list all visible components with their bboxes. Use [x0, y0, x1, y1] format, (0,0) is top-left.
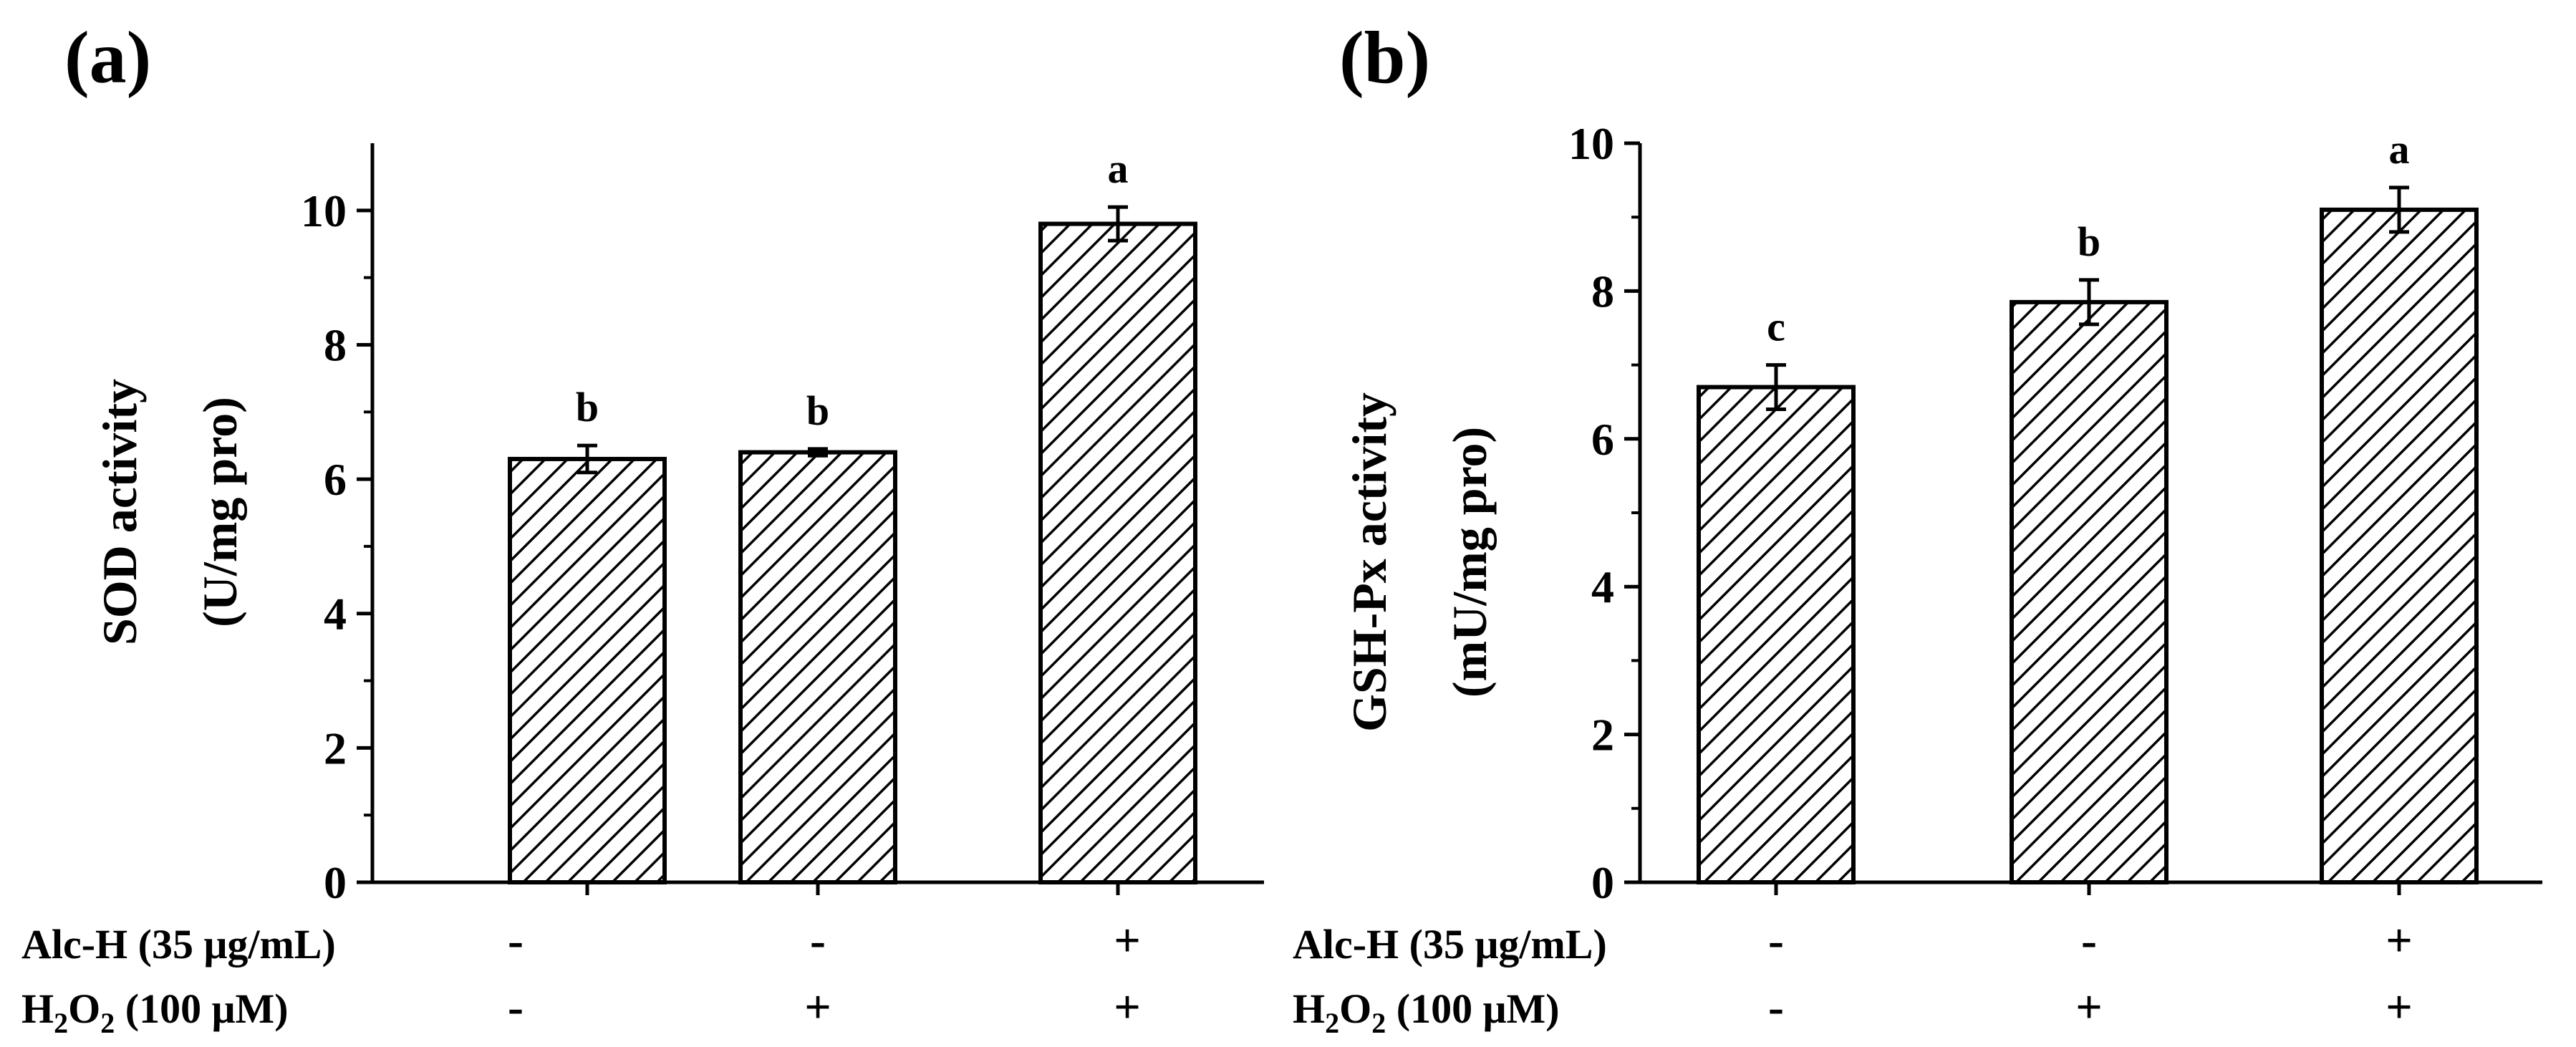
panel-a-alc-sign-3: +	[1114, 915, 1141, 967]
panel-a-h2o2-row-label: H2O2 (100 μM)	[21, 985, 289, 1039]
panel-a-significance-3: a	[1108, 145, 1129, 192]
panel-b-bar-2	[2010, 299, 2169, 884]
panel-b-chart: (b) GSH-Px activity (mU/mg pro) 0 2 4 6 8 10 c…	[1339, 16, 2542, 908]
panel-b-alc-sign-1: -	[1768, 915, 1784, 967]
panel-a-chart: (a) SOD activity (U/mg pro) 0 2 4 6 8 10 b b a	[64, 16, 1264, 908]
panel-b-h2o2-sign-2: +	[2075, 981, 2103, 1033]
panel-b-h2o2-sign-3: +	[2386, 981, 2413, 1033]
panel-b-ytick-label: 6	[1591, 414, 1614, 465]
panel-a-bar-3	[1038, 221, 1197, 884]
panel-b-alc-sign-3: +	[2386, 915, 2413, 967]
panel-b-bar-1	[1697, 385, 1856, 884]
panel-a-alc-sign-2: -	[810, 915, 826, 967]
panel-a-significance-1: b	[576, 384, 599, 430]
panel-a-ylabel-line1: SOD activity	[92, 379, 147, 645]
panel-a-label: (a)	[64, 16, 151, 99]
panel-b-significance-3: a	[2389, 126, 2410, 173]
panel-b-alc-row-label: Alc-H (35 μg/mL)	[1293, 921, 1607, 968]
panel-b-significance-1: c	[1767, 304, 1785, 350]
panel-a-h2o2-sign-1: -	[508, 981, 524, 1033]
panel-b-significance-2: b	[2078, 218, 2100, 265]
panel-b-h2o2-row-label: H2O2 (100 μM)	[1293, 985, 1560, 1039]
panel-a-bar-1	[508, 456, 667, 884]
panel-a-h2o2-sign-3: +	[1114, 981, 1141, 1033]
panel-b-bar-3	[2320, 207, 2479, 884]
panel-b-treatment-rows: Alc-H (35 μg/mL) H2O2 (100 μM) - - - + + +	[1293, 915, 2413, 1039]
panel-b-ytick-label: 2	[1591, 710, 1614, 761]
panel-a-bar-2	[738, 450, 897, 884]
panel-b-ylabel-line1: GSH-Px activity	[1342, 392, 1396, 732]
panel-b-ytick-label: 0	[1591, 857, 1614, 908]
panel-b-ytick-label: 10	[1568, 118, 1614, 169]
panel-a-ytick-label: 4	[324, 589, 347, 640]
panel-a-h2o2-sign-2: +	[804, 981, 831, 1033]
panel-a-significance-2: b	[806, 387, 829, 434]
panel-a-ytick-label: 8	[324, 319, 347, 370]
panel-a-ytick-label: 2	[324, 723, 347, 773]
panel-a-ytick-label: 0	[324, 857, 347, 908]
panel-b-ytick-label: 4	[1591, 561, 1614, 612]
panel-b-h2o2-sign-1: -	[1768, 981, 1784, 1033]
panel-a-ytick-label: 6	[324, 454, 347, 505]
panel-a-alc-sign-1: -	[508, 915, 524, 967]
panel-b-ylabel-line2: (mU/mg pro)	[1442, 427, 1497, 698]
panel-b-ytick-label: 8	[1591, 266, 1614, 317]
panel-b-label: (b)	[1339, 16, 1430, 99]
panel-b-alc-sign-2: -	[2081, 915, 2097, 967]
panel-a-ytick-label: 10	[301, 185, 347, 236]
panel-a-alc-row-label: Alc-H (35 μg/mL)	[21, 921, 336, 968]
panel-a-treatment-rows: Alc-H (35 μg/mL) H2O2 (100 μM) - - - + + +	[21, 915, 1141, 1039]
panel-a-ylabel-line2: (U/mg pro)	[193, 397, 247, 627]
